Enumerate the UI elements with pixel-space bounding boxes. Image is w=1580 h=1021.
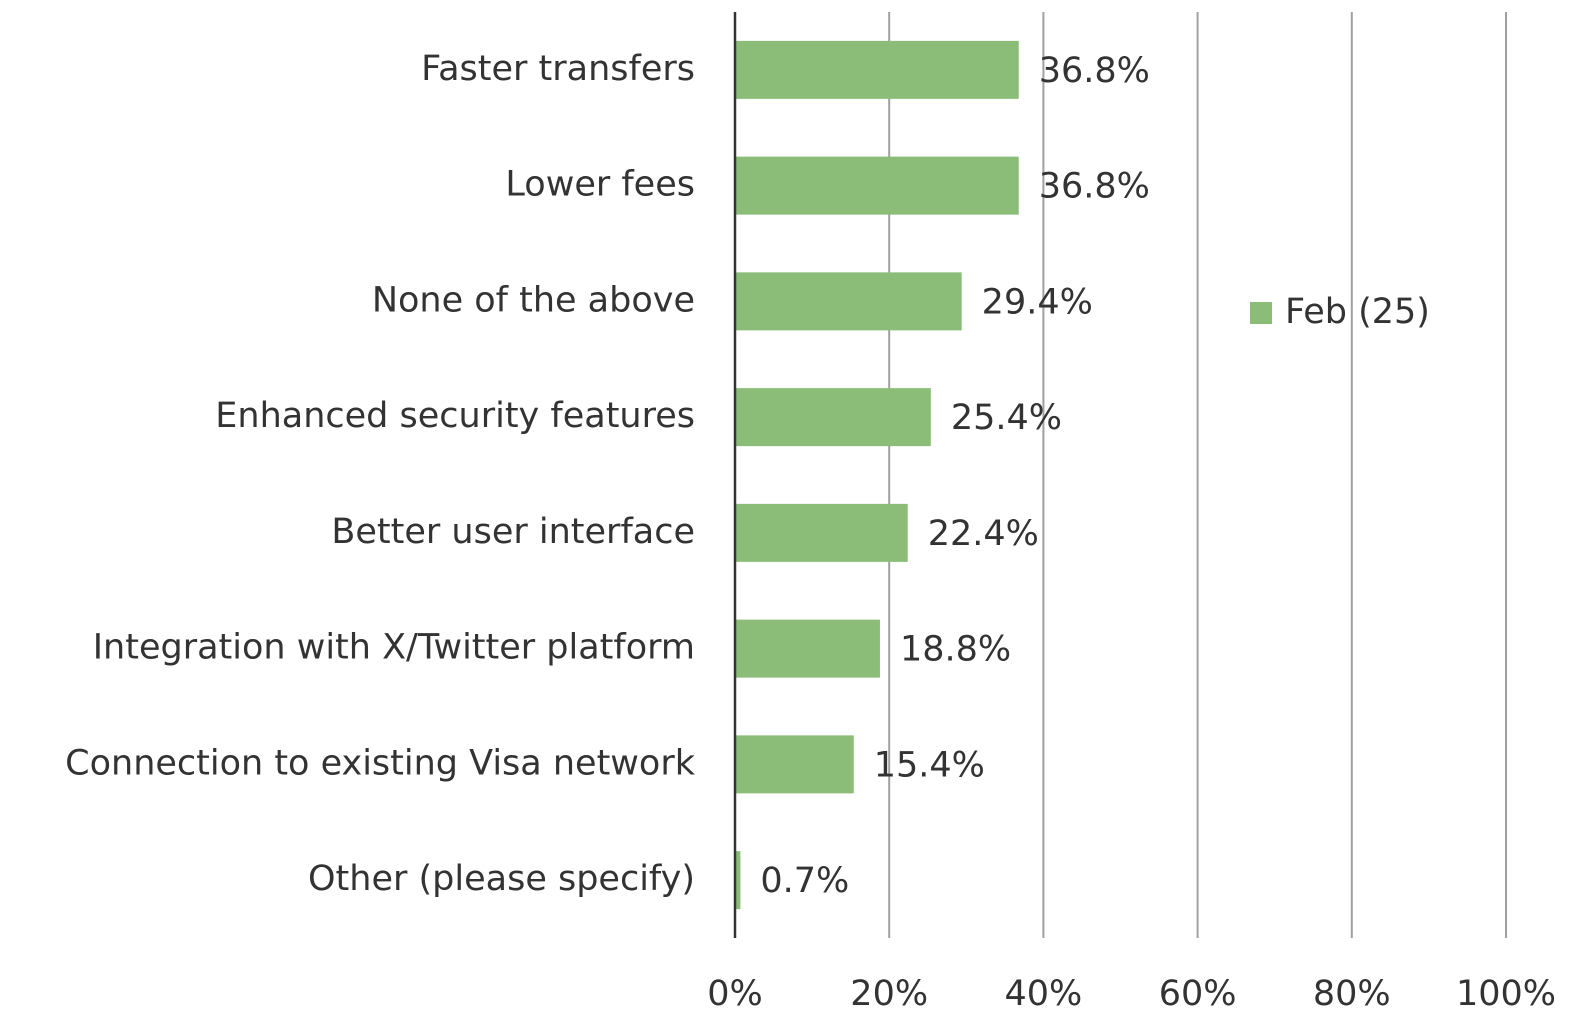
data-label: 22.4% <box>928 514 1039 554</box>
bar <box>735 503 908 562</box>
data-label: 29.4% <box>982 282 1093 322</box>
bar <box>735 40 1019 99</box>
category-label: Better user interface <box>331 512 695 552</box>
bar <box>735 619 880 678</box>
legend-label: Feb (25) <box>1285 292 1430 332</box>
x-tick-label: 60% <box>1159 974 1237 1014</box>
x-tick-label: 100% <box>1456 974 1556 1014</box>
data-label: 15.4% <box>874 745 985 785</box>
category-label: Lower fees <box>505 165 695 205</box>
category-label: Other (please specify) <box>308 859 695 899</box>
category-label: None of the above <box>372 280 695 320</box>
x-tick-label: 40% <box>1005 974 1083 1014</box>
legend-swatch <box>1250 302 1272 324</box>
bar <box>735 851 741 910</box>
category-label: Enhanced security features <box>215 396 695 436</box>
category-label: Faster transfers <box>421 49 695 89</box>
bar <box>735 735 854 794</box>
category-label: Integration with X/Twitter platform <box>93 628 695 668</box>
data-label: 36.8% <box>1039 51 1150 91</box>
data-label: 25.4% <box>951 398 1062 438</box>
bar <box>735 272 962 331</box>
bar <box>735 156 1019 215</box>
x-tick-label: 20% <box>850 974 928 1014</box>
x-tick-label: 0% <box>707 974 763 1014</box>
data-label: 0.7% <box>760 861 849 901</box>
bar <box>735 388 931 447</box>
data-label: 36.8% <box>1039 167 1150 207</box>
category-label: Connection to existing Visa network <box>65 743 696 783</box>
x-tick-label: 80% <box>1313 974 1391 1014</box>
data-label: 18.8% <box>900 630 1011 670</box>
